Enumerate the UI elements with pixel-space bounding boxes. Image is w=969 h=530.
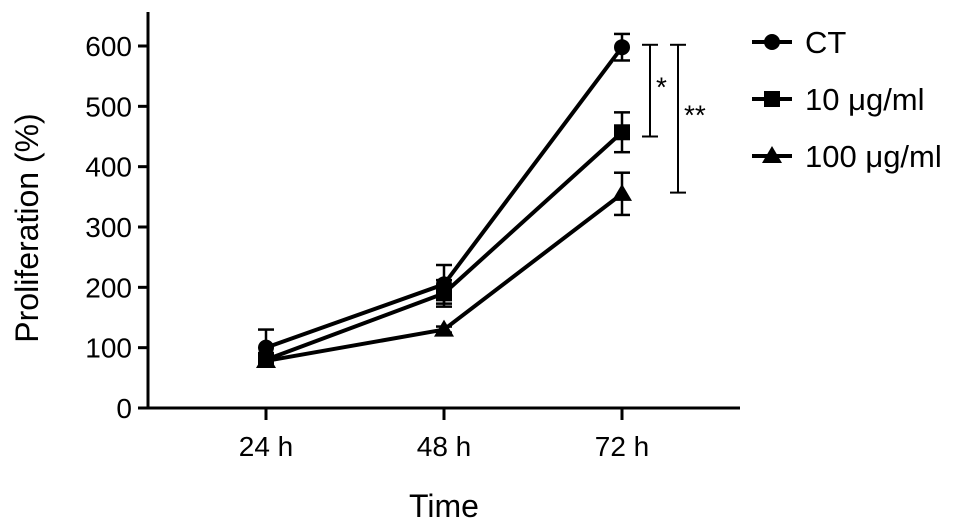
data-point [614,39,630,56]
y-tick-label: 200 [85,272,132,303]
legend-label: 10 μg/ml [805,82,925,117]
data-point [612,183,632,201]
legend-marker [764,34,780,50]
axes [146,12,740,410]
data-point [614,124,630,141]
ticks: 0 100 200 300 400 500 600 24 h 48 h 72 h [85,31,649,462]
significance-bracket: * [642,43,667,138]
series-circle [258,32,630,368]
legend-item: CT [752,25,846,60]
y-tick-label: 600 [85,31,132,62]
x-axis-title: Time [409,488,479,524]
legend-marker [764,91,780,107]
significance-layer: *** [642,43,706,194]
legend-marker [762,146,782,163]
legend-item: 10 μg/ml [752,82,925,117]
legend-item: 100 μg/ml [752,139,942,174]
legend-label: CT [805,25,846,60]
data-point [436,276,452,293]
significance-label: ** [684,100,706,131]
significance-label: * [656,72,667,103]
x-tick-label: 24 h [239,431,294,462]
data-point [434,319,454,337]
legend: CT 10 μg/ml 100 μg/ml [752,25,942,174]
legend-label: 100 μg/ml [805,139,942,174]
data-point [258,339,274,356]
x-tick-label: 72 h [595,431,650,462]
y-tick-label: 0 [116,393,132,424]
x-tick-label: 48 h [417,431,472,462]
significance-bracket: ** [670,43,706,194]
y-tick-label: 300 [85,212,132,243]
y-tick-label: 100 [85,333,132,364]
y-axis-title: Proliferation (%) [9,113,45,342]
y-tick-label: 500 [85,91,132,122]
y-tick-label: 400 [85,152,132,183]
series-layer [256,32,632,368]
